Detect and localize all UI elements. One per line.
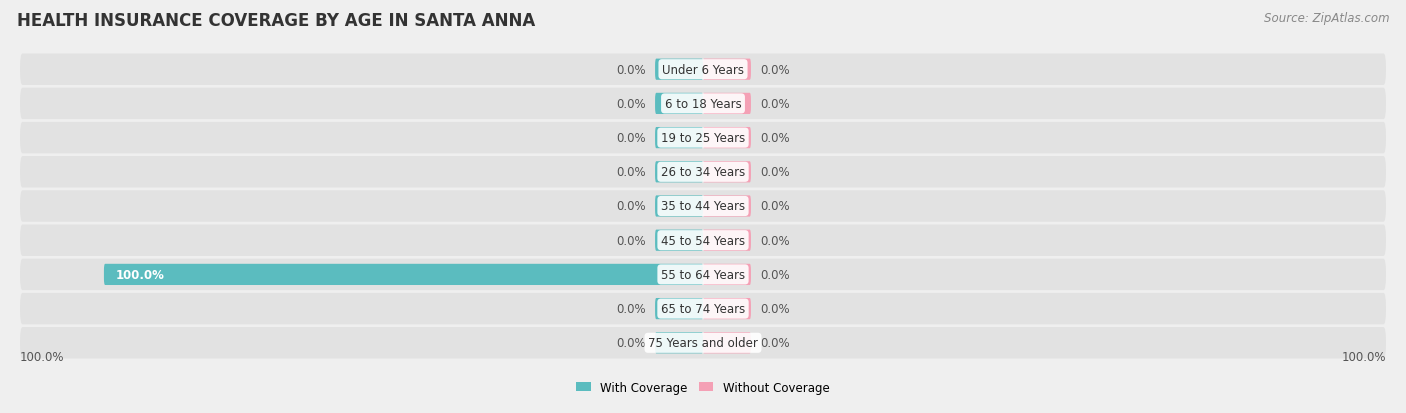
Text: 26 to 34 Years: 26 to 34 Years: [661, 166, 745, 179]
FancyBboxPatch shape: [20, 88, 1386, 120]
Text: 0.0%: 0.0%: [616, 200, 647, 213]
Text: 0.0%: 0.0%: [616, 302, 647, 316]
FancyBboxPatch shape: [20, 55, 1386, 86]
FancyBboxPatch shape: [655, 59, 703, 81]
FancyBboxPatch shape: [655, 298, 703, 319]
Text: 100.0%: 100.0%: [115, 268, 165, 281]
FancyBboxPatch shape: [655, 94, 703, 115]
Text: Under 6 Years: Under 6 Years: [662, 64, 744, 76]
FancyBboxPatch shape: [104, 264, 703, 285]
Text: 0.0%: 0.0%: [759, 166, 790, 179]
Text: 0.0%: 0.0%: [759, 268, 790, 281]
Text: 55 to 64 Years: 55 to 64 Years: [661, 268, 745, 281]
Text: 0.0%: 0.0%: [616, 337, 647, 349]
FancyBboxPatch shape: [20, 327, 1386, 358]
FancyBboxPatch shape: [703, 298, 751, 319]
FancyBboxPatch shape: [703, 196, 751, 217]
FancyBboxPatch shape: [703, 94, 751, 115]
Text: 0.0%: 0.0%: [759, 200, 790, 213]
Text: Source: ZipAtlas.com: Source: ZipAtlas.com: [1264, 12, 1389, 25]
FancyBboxPatch shape: [703, 59, 751, 81]
FancyBboxPatch shape: [703, 128, 751, 149]
Text: 0.0%: 0.0%: [759, 132, 790, 145]
FancyBboxPatch shape: [20, 293, 1386, 325]
FancyBboxPatch shape: [655, 332, 703, 354]
FancyBboxPatch shape: [20, 191, 1386, 222]
Text: 0.0%: 0.0%: [616, 64, 647, 76]
Legend: With Coverage, Without Coverage: With Coverage, Without Coverage: [572, 376, 834, 399]
Text: 0.0%: 0.0%: [616, 234, 647, 247]
FancyBboxPatch shape: [703, 332, 751, 354]
FancyBboxPatch shape: [20, 259, 1386, 290]
Text: 0.0%: 0.0%: [616, 132, 647, 145]
FancyBboxPatch shape: [703, 264, 751, 285]
Text: 0.0%: 0.0%: [616, 97, 647, 111]
FancyBboxPatch shape: [20, 157, 1386, 188]
Text: 100.0%: 100.0%: [20, 350, 65, 363]
Text: 65 to 74 Years: 65 to 74 Years: [661, 302, 745, 316]
Text: HEALTH INSURANCE COVERAGE BY AGE IN SANTA ANNA: HEALTH INSURANCE COVERAGE BY AGE IN SANT…: [17, 12, 536, 30]
FancyBboxPatch shape: [703, 230, 751, 251]
Text: 6 to 18 Years: 6 to 18 Years: [665, 97, 741, 111]
FancyBboxPatch shape: [20, 225, 1386, 256]
Text: 0.0%: 0.0%: [616, 166, 647, 179]
FancyBboxPatch shape: [20, 123, 1386, 154]
Text: 0.0%: 0.0%: [759, 302, 790, 316]
Text: 45 to 54 Years: 45 to 54 Years: [661, 234, 745, 247]
Text: 0.0%: 0.0%: [759, 337, 790, 349]
Text: 75 Years and older: 75 Years and older: [648, 337, 758, 349]
Text: 100.0%: 100.0%: [1341, 350, 1386, 363]
FancyBboxPatch shape: [655, 230, 703, 251]
Text: 19 to 25 Years: 19 to 25 Years: [661, 132, 745, 145]
Text: 0.0%: 0.0%: [759, 64, 790, 76]
FancyBboxPatch shape: [655, 128, 703, 149]
FancyBboxPatch shape: [655, 162, 703, 183]
FancyBboxPatch shape: [655, 196, 703, 217]
Text: 35 to 44 Years: 35 to 44 Years: [661, 200, 745, 213]
Text: 0.0%: 0.0%: [759, 234, 790, 247]
FancyBboxPatch shape: [703, 162, 751, 183]
Text: 0.0%: 0.0%: [759, 97, 790, 111]
